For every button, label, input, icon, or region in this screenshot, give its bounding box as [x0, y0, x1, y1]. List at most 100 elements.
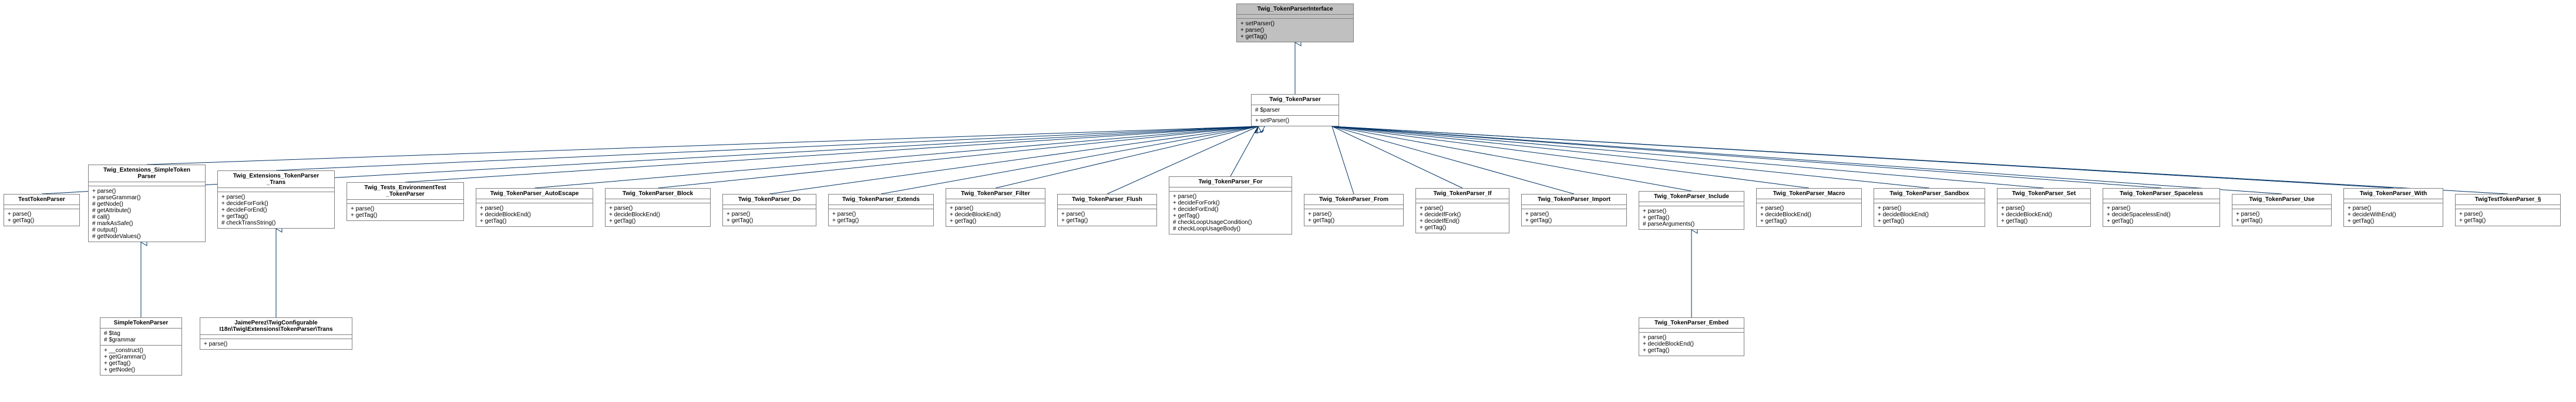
class-spaceless: Twig_TokenParser_Spaceless + parse()+ dec…: [2103, 188, 2220, 227]
class-section: + parse()+ decideBlockEnd()+ getTag(): [476, 203, 593, 226]
class-embed: Twig_TokenParser_Embed+ parse()+ decideB…: [1639, 317, 1744, 356]
class-section: + setParser()+ parse()+ getTag(): [1237, 19, 1353, 42]
class-member: + decideIfFork(): [1420, 212, 1505, 218]
inheritance-edge: [1332, 126, 1929, 188]
class-section: [946, 199, 1045, 203]
inheritance-edge: [1332, 126, 1809, 188]
class-member: + parse(): [92, 188, 201, 195]
class-section: [2232, 205, 2331, 209]
class-section: + parse()+ decideBlockEnd()+ getTag(): [1997, 203, 2090, 226]
class-member: + parse(): [1308, 211, 1400, 217]
class-member: + parse(): [221, 194, 331, 200]
class-member: + parse(): [727, 211, 812, 217]
class-use: Twig_TokenParser_Use+ parse()+ getTag(): [2232, 194, 2332, 226]
class-title: Twig_TokenParser_Spaceless: [2103, 189, 2219, 199]
class-section: + parse()+ getTag()# parseArguments(): [1639, 206, 1744, 229]
class-section: + parse()+ getTag(): [2232, 209, 2331, 226]
class-section: [1639, 202, 1744, 206]
class-envtest: Twig_Tests_EnvironmentTest _TokenParser+…: [347, 182, 464, 221]
class-title: TwigTestTokenParser_§: [2456, 195, 2560, 205]
class-member: # $tag: [104, 330, 178, 337]
inheritance-edge: [1230, 126, 1258, 176]
class-title: Twig_TokenParser_Set: [1997, 189, 2090, 199]
class-section: + parse(): [200, 339, 352, 349]
class-extends: Twig_TokenParser_Extends+ parse()+ getTa…: [828, 194, 934, 226]
class-section: + setParser(): [1252, 116, 1339, 126]
class-member: + getNode(): [104, 367, 178, 373]
class-set: Twig_TokenParser_Set + parse()+ decideBlo…: [1997, 188, 2091, 227]
class-section: [1169, 187, 1292, 192]
class-member: + decideForFork(): [221, 200, 331, 207]
class-title: Twig_TokenParser_From: [1304, 195, 1403, 205]
class-section: [476, 199, 593, 203]
class-member: # checkTransString(): [221, 220, 331, 226]
class-section: [606, 199, 710, 203]
class-title: Twig_Extensions_TokenParser _Trans: [218, 171, 334, 188]
class-section: + parse()+ parseGrammar()# getNode()# ge…: [89, 186, 205, 242]
inheritance-edge: [1332, 126, 2282, 194]
class-member: + decideBlockEnd(): [1760, 212, 1858, 218]
class-member: + getTag(): [104, 360, 178, 367]
class-section: [89, 182, 205, 186]
class-section: [4, 205, 79, 209]
class-section: + parse()+ getTag(): [347, 204, 463, 220]
inheritance-edge: [658, 126, 1258, 188]
inheritance-edge: [405, 126, 1258, 182]
class-member: + getTag(): [351, 212, 460, 219]
class-for: Twig_TokenParser_For+ parse()+ decideFor…: [1169, 176, 1292, 235]
class-member: + setParser(): [1240, 21, 1350, 27]
class-member: + getTag(): [1643, 215, 1740, 221]
class-section: + parse()+ getTag(): [1304, 209, 1403, 226]
class-member: + decideForEnd(): [221, 207, 331, 213]
class-member: + decideSpacelessEnd(): [2107, 212, 2216, 218]
class-member: + getTag(): [1173, 213, 1288, 219]
inheritance-edge: [1332, 126, 2044, 188]
class-autoescape: Twig_TokenParser_AutoEscape + parse()+ de…: [476, 188, 593, 227]
class-member: + __construct(): [104, 347, 178, 354]
class-title: Twig_TokenParser_Block: [606, 189, 710, 199]
class-member: + parse(): [1173, 193, 1288, 200]
class-section: + parse()+ getTag(): [723, 209, 816, 226]
class-title: Twig_TokenParser_AutoEscape: [476, 189, 593, 199]
class-title: Twig_TokenParser_Flush: [1058, 195, 1156, 205]
inheritance-edge: [1332, 126, 2161, 188]
class-member: + parse(): [1878, 205, 1981, 212]
class-member: + decideForFork(): [1173, 200, 1288, 206]
class-interface: Twig_TokenParserInterface + setParser()+ …: [1236, 4, 1354, 42]
class-member: # getNode(): [92, 201, 201, 207]
class-title: Twig_TokenParser_Sandbox: [1874, 189, 1985, 199]
inheritance-edge: [147, 126, 1258, 165]
class-member: + decideForEnd(): [1173, 206, 1288, 213]
class-member: # checkLoopUsageBody(): [1173, 226, 1288, 232]
class-member: + getTag(): [480, 218, 589, 225]
class-flush: Twig_TokenParser_Flush + parse()+ getTag(…: [1057, 194, 1157, 226]
class-section: [1757, 199, 1861, 203]
class-title: Twig_Extensions_SimpleToken Parser: [89, 165, 205, 182]
class-section: [1639, 329, 1744, 333]
class-ext_trans: Twig_Extensions_TokenParser _Trans + pars…: [217, 170, 335, 229]
class-member: + parse(): [2001, 205, 2087, 212]
class-with: Twig_TokenParser_With+ parse()+ decideWi…: [2343, 188, 2443, 227]
class-member: + getTag(): [1878, 218, 1981, 225]
class-section: [218, 188, 334, 192]
class-member: + setParser(): [1255, 118, 1335, 124]
class-member: + parse(): [1643, 334, 1740, 341]
class-member: + decideBlockEnd(): [1643, 341, 1740, 347]
class-member: # markAsSafe(): [92, 220, 201, 227]
class-title: SimpleTokenParser: [100, 318, 181, 329]
class-member: + parse(): [351, 206, 460, 212]
class-title: Twig_TokenParserInterface: [1237, 4, 1353, 15]
class-section: + parse()+ getTag(): [1058, 209, 1156, 226]
class-section: + parse()+ getTag(): [1522, 209, 1626, 226]
class-section: + parse()+ decideSpacelessEnd()+ getTag(…: [2103, 203, 2219, 226]
class-title: Twig_TokenParser_If: [1416, 189, 1509, 199]
class-title: Twig_TokenParser_Include: [1639, 192, 1744, 202]
class-member: + getTag(): [1760, 218, 1858, 225]
class-title: Twig_TokenParser_Do: [723, 195, 816, 205]
class-member: + parse(): [2348, 205, 2439, 212]
class-section: + parse()+ decideBlockEnd()+ getTag(): [946, 203, 1045, 226]
class-from: Twig_TokenParser_From + parse()+ getTag(): [1304, 194, 1404, 226]
inheritance-edge: [1332, 126, 1354, 194]
class-member: + getTag(): [1643, 347, 1740, 354]
class-member: # getNodeValues(): [92, 233, 201, 240]
